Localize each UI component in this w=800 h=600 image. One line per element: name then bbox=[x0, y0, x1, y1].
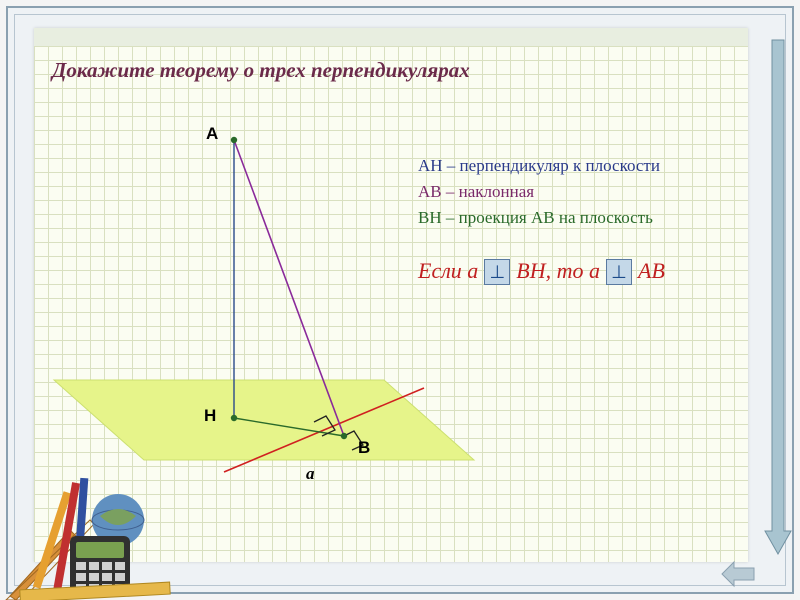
point-b-dot bbox=[341, 433, 347, 439]
nav-back-button[interactable] bbox=[720, 560, 756, 588]
perp-icon: ⊥ bbox=[606, 259, 632, 285]
label-line-a: a bbox=[306, 464, 315, 484]
label-h: Н bbox=[204, 406, 216, 426]
point-h-dot bbox=[231, 415, 237, 421]
theorem-mid: ВН, то a bbox=[516, 258, 600, 284]
point-a-dot bbox=[231, 137, 237, 143]
theorem-suffix: АВ bbox=[638, 258, 665, 284]
label-b: В bbox=[358, 438, 370, 458]
label-a: А bbox=[206, 124, 218, 144]
scroll-arrow-icon[interactable] bbox=[764, 36, 792, 556]
school-supplies-icon bbox=[0, 420, 180, 600]
slide-title: Докажите теорему о трех перпендикулярах bbox=[52, 58, 470, 83]
